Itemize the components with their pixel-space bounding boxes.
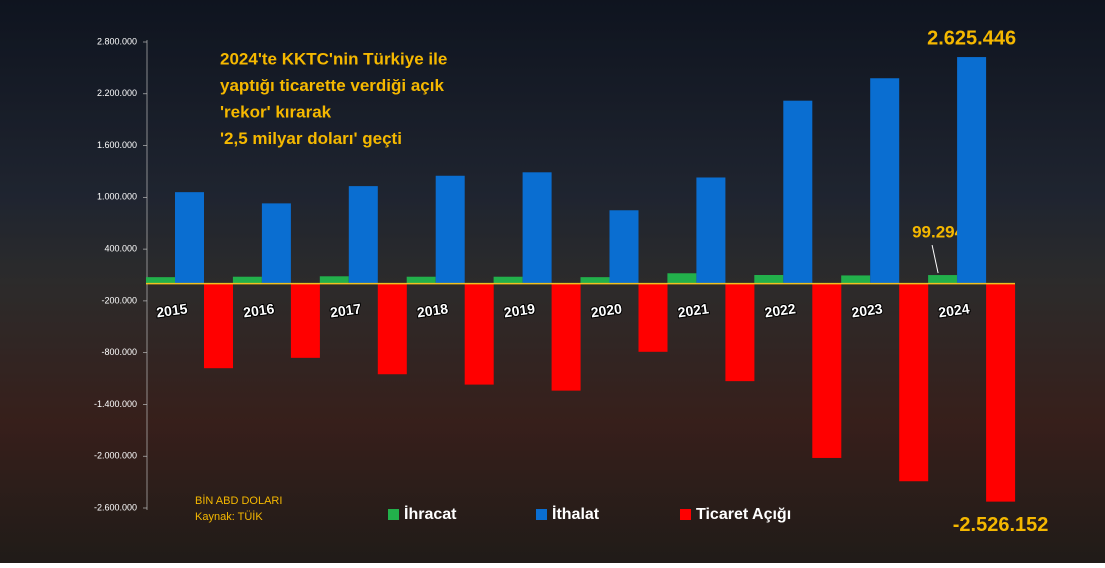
bar — [841, 275, 871, 284]
label-leader — [931, 244, 939, 274]
value-label: 99.294 — [912, 223, 965, 242]
note: Kaynak: TÜİK — [195, 510, 263, 523]
bar — [609, 210, 639, 284]
bar — [348, 186, 378, 284]
chart-title: 2024'te KKTC'nin Türkiye ile — [220, 49, 447, 68]
bar — [899, 283, 929, 482]
bar — [580, 277, 610, 284]
bar — [464, 283, 494, 385]
bar — [319, 276, 349, 284]
bar — [725, 283, 755, 382]
chart-title: 'rekor' kırarak — [220, 102, 332, 121]
y-tick-label: 2.200.000 — [97, 88, 137, 98]
bar — [696, 177, 726, 284]
value-label: -2.526.152 — [953, 514, 1049, 536]
bar — [175, 192, 204, 284]
x-tick-label: 2024 — [937, 300, 970, 320]
legend-swatch — [388, 509, 399, 520]
bar — [522, 172, 552, 284]
y-tick-label: 1.600.000 — [97, 140, 137, 150]
y-tick-label: -2.600.000 — [94, 502, 137, 512]
bar — [493, 276, 523, 284]
bar — [667, 273, 697, 284]
bar — [986, 283, 1016, 502]
bar — [261, 203, 291, 284]
note: BİN ABD DOLARI — [195, 494, 282, 507]
x-tick-label: 2016 — [242, 300, 275, 320]
legend-swatch — [536, 509, 547, 520]
legend-swatch — [680, 509, 691, 520]
y-tick-label: -2.000.000 — [94, 451, 137, 461]
x-tick-label: 2022 — [764, 300, 797, 320]
y-tick-label: -800.000 — [101, 347, 137, 357]
legend-label: Ticaret Açığı — [696, 506, 791, 523]
bar — [928, 275, 958, 284]
y-tick-label: 2.800.000 — [97, 36, 137, 46]
bar — [146, 277, 175, 284]
y-tick-label: 400.000 — [104, 243, 137, 253]
x-tick-label: 2015 — [155, 300, 188, 320]
x-tick-label: 2017 — [329, 300, 362, 320]
bar — [377, 283, 407, 375]
bar — [638, 283, 668, 352]
bar — [232, 276, 262, 284]
value-label: 2.625.446 — [927, 27, 1016, 49]
bar — [870, 78, 900, 284]
chart-title: yaptığı ticarette verdiği açık — [220, 76, 444, 95]
x-tick-label: 2018 — [416, 300, 449, 320]
x-tick-label: 2019 — [503, 300, 536, 320]
bar — [754, 275, 784, 284]
x-tick-label: 2021 — [677, 300, 710, 320]
bar — [435, 175, 465, 284]
chart-title: '2,5 milyar doları' geçti — [220, 129, 402, 148]
bar — [290, 283, 320, 358]
legend-label: İthalat — [552, 505, 600, 523]
bar — [957, 57, 987, 284]
legend-label: İhracat — [404, 505, 457, 523]
x-tick-label: 2020 — [590, 300, 623, 320]
x-tick-label: 2023 — [850, 300, 883, 320]
y-tick-label: -1.400.000 — [94, 399, 137, 409]
bar — [783, 100, 813, 284]
y-tick-label: -200.000 — [101, 295, 137, 305]
bar — [406, 276, 436, 284]
bar — [204, 283, 233, 369]
y-tick-label: 1.000.000 — [97, 192, 137, 202]
bar — [812, 283, 842, 458]
bar — [551, 283, 581, 391]
